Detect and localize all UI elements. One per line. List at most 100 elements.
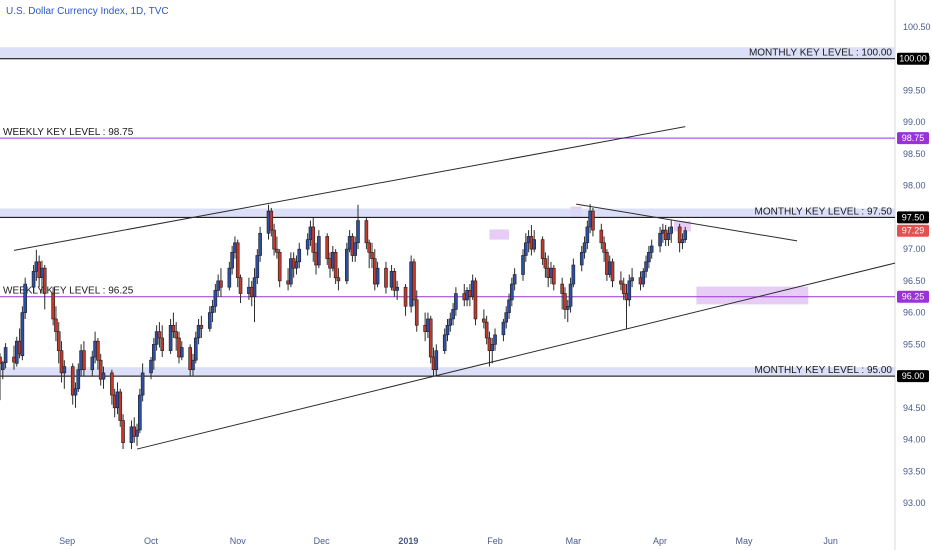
candle[interactable] (568, 277, 573, 313)
candle[interactable] (582, 236, 587, 259)
candle[interactable] (428, 315, 433, 364)
candle[interactable] (493, 328, 497, 351)
candle[interactable] (333, 249, 338, 285)
candle[interactable] (90, 350, 95, 377)
candle[interactable] (210, 299, 215, 323)
candle[interactable] (20, 306, 25, 361)
candle[interactable] (157, 322, 162, 348)
candle[interactable] (507, 293, 511, 319)
candle[interactable] (649, 239, 654, 259)
candle[interactable] (602, 236, 606, 262)
candle[interactable] (560, 277, 564, 310)
time-axis[interactable]: Sep Oct Nov Dec 2019 Feb Mar Apr May Jun (59, 536, 838, 546)
candle[interactable] (392, 268, 397, 297)
candle[interactable] (96, 337, 100, 370)
candle[interactable] (238, 274, 243, 304)
candle[interactable] (73, 382, 78, 408)
candle[interactable] (619, 271, 623, 291)
candle[interactable] (138, 388, 142, 434)
candle[interactable] (59, 341, 64, 383)
candle[interactable] (140, 363, 145, 402)
candle[interactable] (252, 268, 257, 323)
candle[interactable] (31, 265, 36, 294)
candle[interactable] (448, 312, 453, 332)
candle[interactable] (521, 249, 525, 281)
candle[interactable] (336, 268, 341, 291)
candle[interactable] (289, 252, 293, 288)
candle[interactable] (188, 344, 192, 377)
candle[interactable] (666, 226, 671, 246)
candle[interactable] (207, 306, 212, 332)
candle[interactable] (621, 277, 626, 300)
candle[interactable] (644, 255, 648, 278)
candle[interactable] (168, 318, 173, 354)
candle[interactable] (353, 236, 358, 262)
candle[interactable] (364, 217, 369, 250)
candle[interactable] (610, 258, 615, 288)
candle[interactable] (42, 265, 47, 310)
candle[interactable] (317, 230, 321, 269)
candle[interactable] (680, 233, 685, 250)
candle[interactable] (235, 239, 240, 288)
candle[interactable] (230, 245, 234, 275)
candle[interactable] (627, 274, 632, 307)
candle[interactable] (563, 287, 567, 319)
trendline[interactable] (576, 203, 798, 242)
candle[interactable] (23, 277, 27, 319)
candle[interactable] (451, 303, 455, 326)
candle[interactable] (414, 290, 419, 332)
trendline[interactable] (13, 126, 686, 251)
candle[interactable] (70, 363, 75, 405)
candle[interactable] (403, 284, 408, 316)
candle[interactable] (599, 223, 604, 250)
candle[interactable] (543, 252, 548, 278)
candle[interactable] (345, 242, 349, 285)
candle[interactable] (272, 223, 276, 256)
candle[interactable] (193, 331, 198, 364)
candle[interactable] (325, 233, 330, 265)
candle[interactable] (490, 337, 495, 364)
candle[interactable] (395, 280, 399, 300)
candle[interactable] (683, 226, 688, 243)
candle[interactable] (82, 341, 86, 377)
candle[interactable] (367, 239, 371, 269)
candle[interactable] (275, 236, 279, 259)
candle[interactable] (510, 277, 514, 307)
candle[interactable] (473, 277, 478, 326)
trendline[interactable] (136, 262, 896, 450)
candle[interactable] (174, 322, 179, 351)
candle[interactable] (0, 353, 2, 401)
candle[interactable] (454, 287, 458, 316)
candle[interactable] (512, 268, 517, 291)
candle[interactable] (565, 299, 570, 323)
candle[interactable] (0, 360, 5, 380)
candle[interactable] (54, 306, 58, 342)
candle[interactable] (434, 344, 439, 377)
candle[interactable] (171, 312, 176, 338)
candle[interactable] (585, 220, 590, 250)
candle[interactable] (56, 322, 61, 364)
candle[interactable] (269, 207, 274, 237)
candle[interactable] (135, 423, 139, 446)
candle[interactable] (258, 226, 262, 262)
candle[interactable] (504, 306, 509, 329)
candle[interactable] (442, 328, 447, 354)
candle[interactable] (294, 255, 299, 275)
candle[interactable] (62, 360, 67, 389)
candle[interactable] (121, 414, 125, 450)
candle[interactable] (160, 325, 165, 358)
candle[interactable] (101, 366, 106, 389)
candle[interactable] (196, 318, 201, 345)
candle[interactable] (277, 249, 282, 288)
candle[interactable] (179, 341, 184, 361)
candle[interactable] (118, 388, 123, 427)
candle[interactable] (370, 242, 374, 269)
candle[interactable] (524, 233, 528, 262)
candle[interactable] (110, 369, 114, 405)
candle[interactable] (677, 223, 682, 253)
candle[interactable] (669, 220, 674, 243)
candle[interactable] (51, 287, 55, 326)
candle[interactable] (305, 233, 310, 256)
candle[interactable] (297, 242, 302, 269)
candle[interactable] (540, 236, 545, 265)
